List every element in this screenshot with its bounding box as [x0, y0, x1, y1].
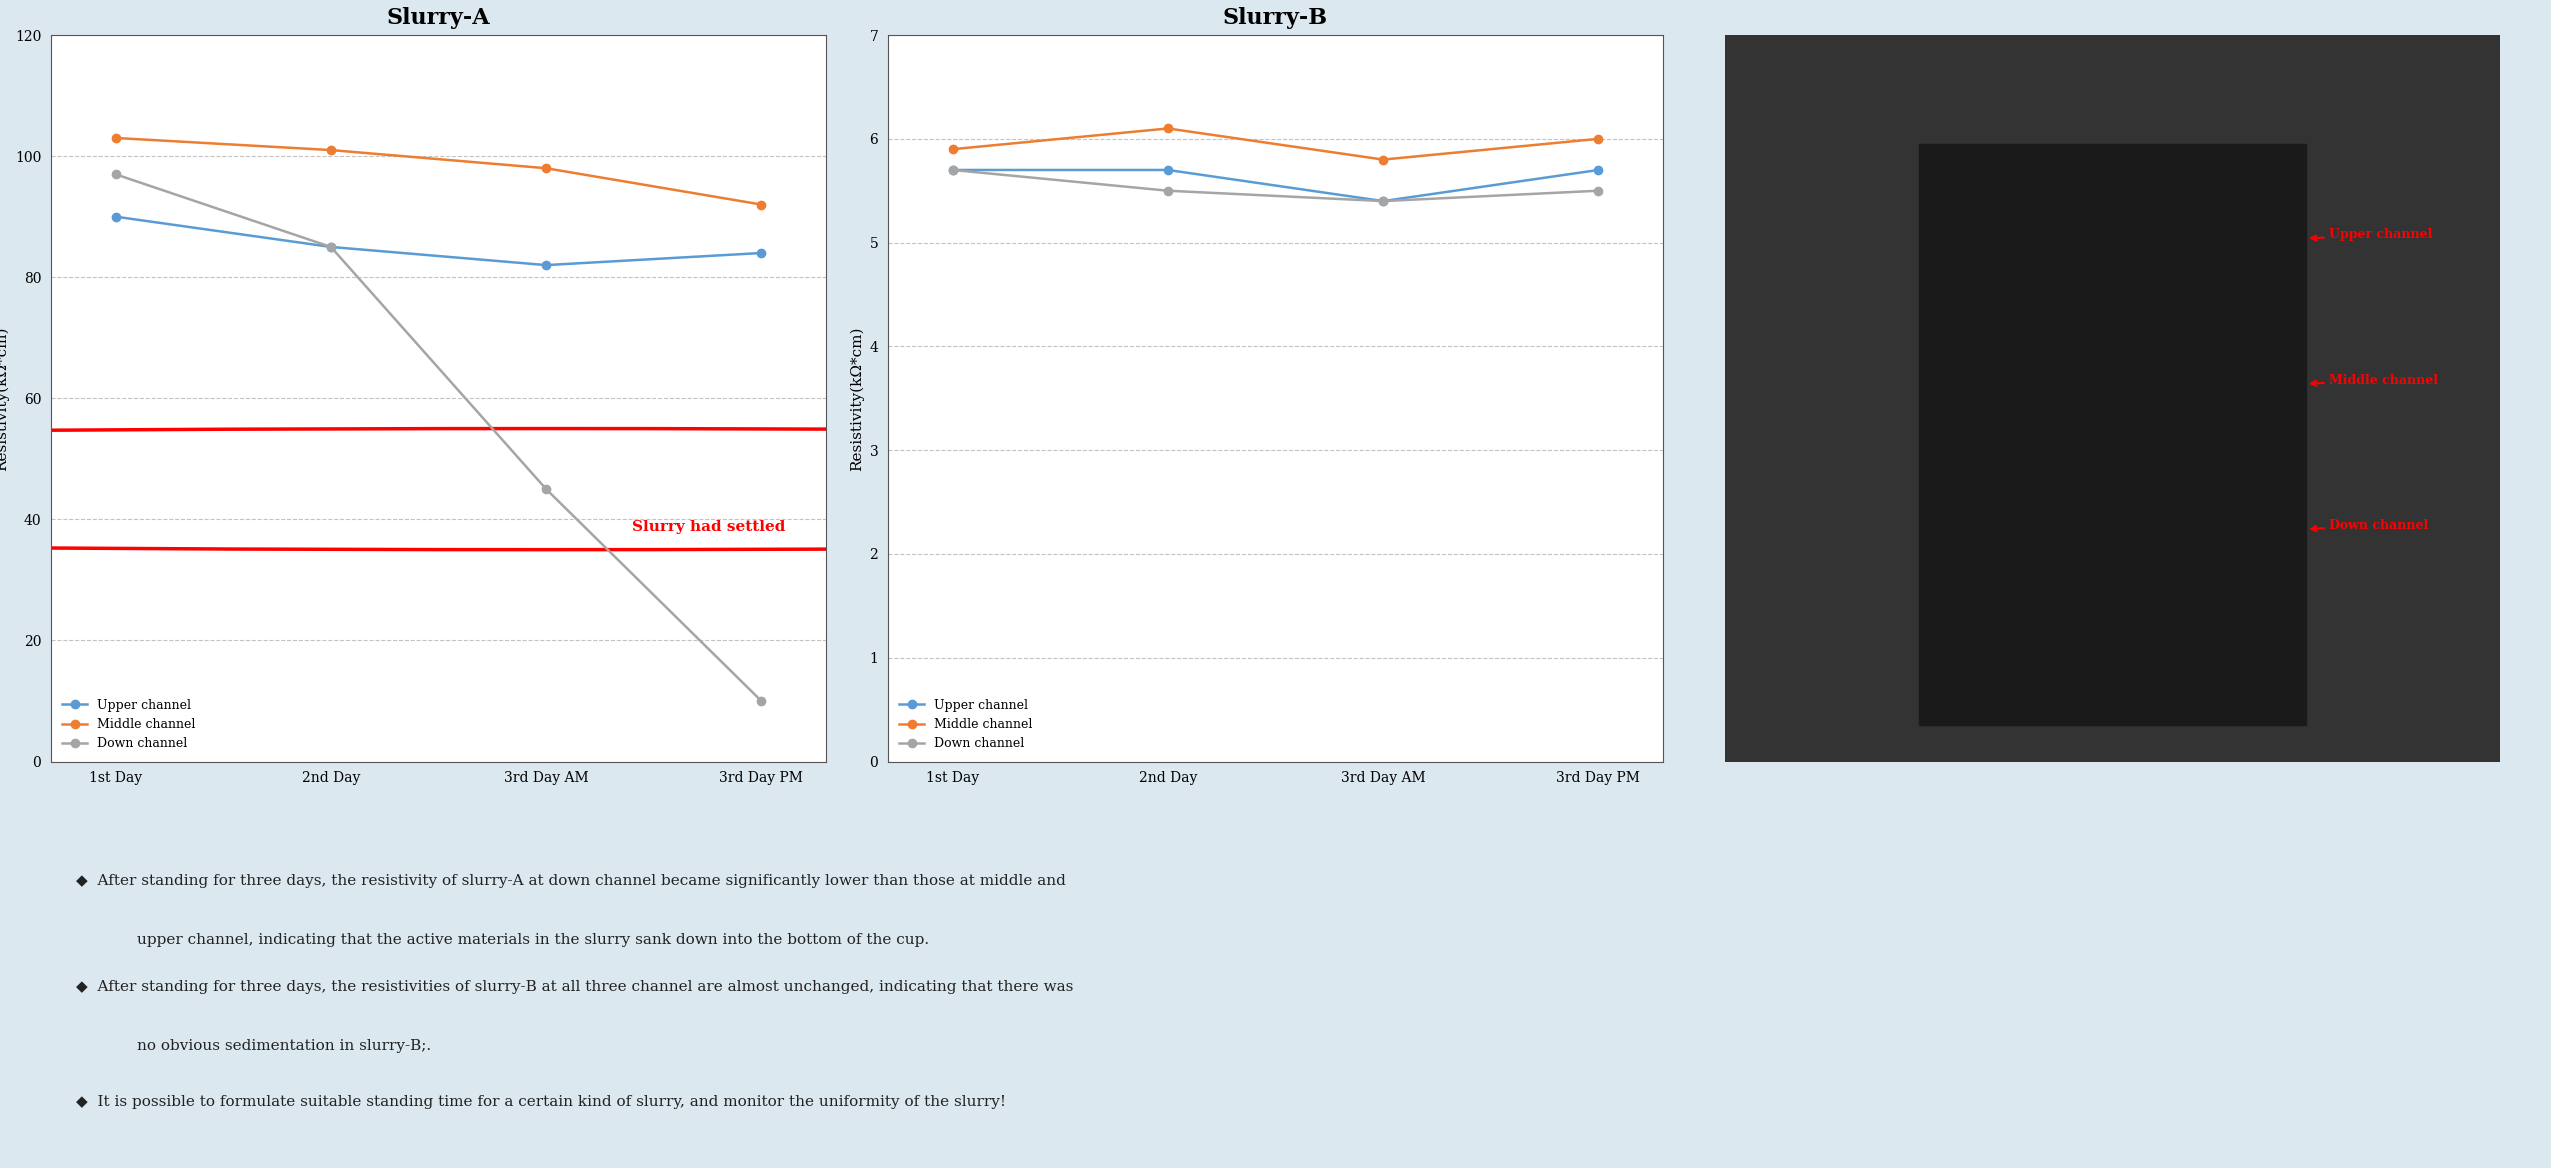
Down channel [99, 167, 130, 181]
Middle channel [1153, 121, 1184, 135]
Text: Upper channel: Upper channel [2311, 229, 2434, 242]
Down channel [1153, 183, 1184, 197]
Upper channel [316, 239, 347, 253]
Middle channel [745, 197, 776, 211]
Middle channel [1584, 132, 1615, 146]
Y-axis label: Resistivity(kΩ*cm): Resistivity(kΩ*cm) [849, 326, 865, 471]
Down channel [531, 482, 561, 496]
Text: Slurry had settled: Slurry had settled [633, 521, 786, 535]
Line: Middle channel: Middle channel [949, 124, 1602, 164]
Down channel [936, 164, 967, 178]
Middle channel [936, 142, 967, 157]
Bar [1918, 144, 2306, 725]
Line: Upper channel: Upper channel [949, 166, 1602, 206]
Line: Upper channel: Upper channel [112, 213, 765, 270]
Title: Slurry-A: Slurry-A [388, 7, 490, 29]
Text: no obvious sedimentation in slurry-B;.: no obvious sedimentation in slurry-B;. [138, 1040, 431, 1054]
Legend: Upper channel, Middle channel, Down channel: Upper channel, Middle channel, Down chan… [895, 694, 1038, 756]
Down channel [316, 239, 347, 253]
Text: Middle channel: Middle channel [2311, 374, 2439, 387]
Down channel [1584, 183, 1615, 197]
Upper channel [936, 164, 967, 178]
Line: Down channel: Down channel [112, 171, 765, 705]
Upper channel [1153, 164, 1184, 178]
Upper channel [531, 258, 561, 272]
Middle channel [531, 161, 561, 175]
Upper channel [745, 246, 776, 260]
Down channel [745, 694, 776, 708]
Line: Middle channel: Middle channel [112, 134, 765, 209]
Upper channel [1584, 164, 1615, 178]
Text: ◆  After standing for three days, the resistivities of slurry-B at all three cha: ◆ After standing for three days, the res… [77, 980, 1074, 994]
Title: Slurry-B: Slurry-B [1222, 7, 1329, 29]
Middle channel [316, 142, 347, 157]
Down channel [1367, 194, 1398, 208]
Text: Down channel: Down channel [2311, 519, 2429, 533]
Line: Down channel: Down channel [949, 166, 1602, 206]
Upper channel [1367, 194, 1398, 208]
Middle channel [1367, 153, 1398, 167]
Text: ◆  After standing for three days, the resistivity of slurry-A at down channel be: ◆ After standing for three days, the res… [77, 874, 1066, 888]
Text: upper channel, indicating that the active materials in the slurry sank down into: upper channel, indicating that the activ… [138, 933, 929, 947]
Legend: Upper channel, Middle channel, Down channel: Upper channel, Middle channel, Down chan… [56, 694, 202, 756]
Y-axis label: Resistivity(kΩ*cm): Resistivity(kΩ*cm) [0, 326, 10, 471]
Text: ◆  It is possible to formulate suitable standing time for a certain kind of slur: ◆ It is possible to formulate suitable s… [77, 1096, 1005, 1110]
Upper channel [99, 210, 130, 224]
Middle channel [99, 131, 130, 145]
